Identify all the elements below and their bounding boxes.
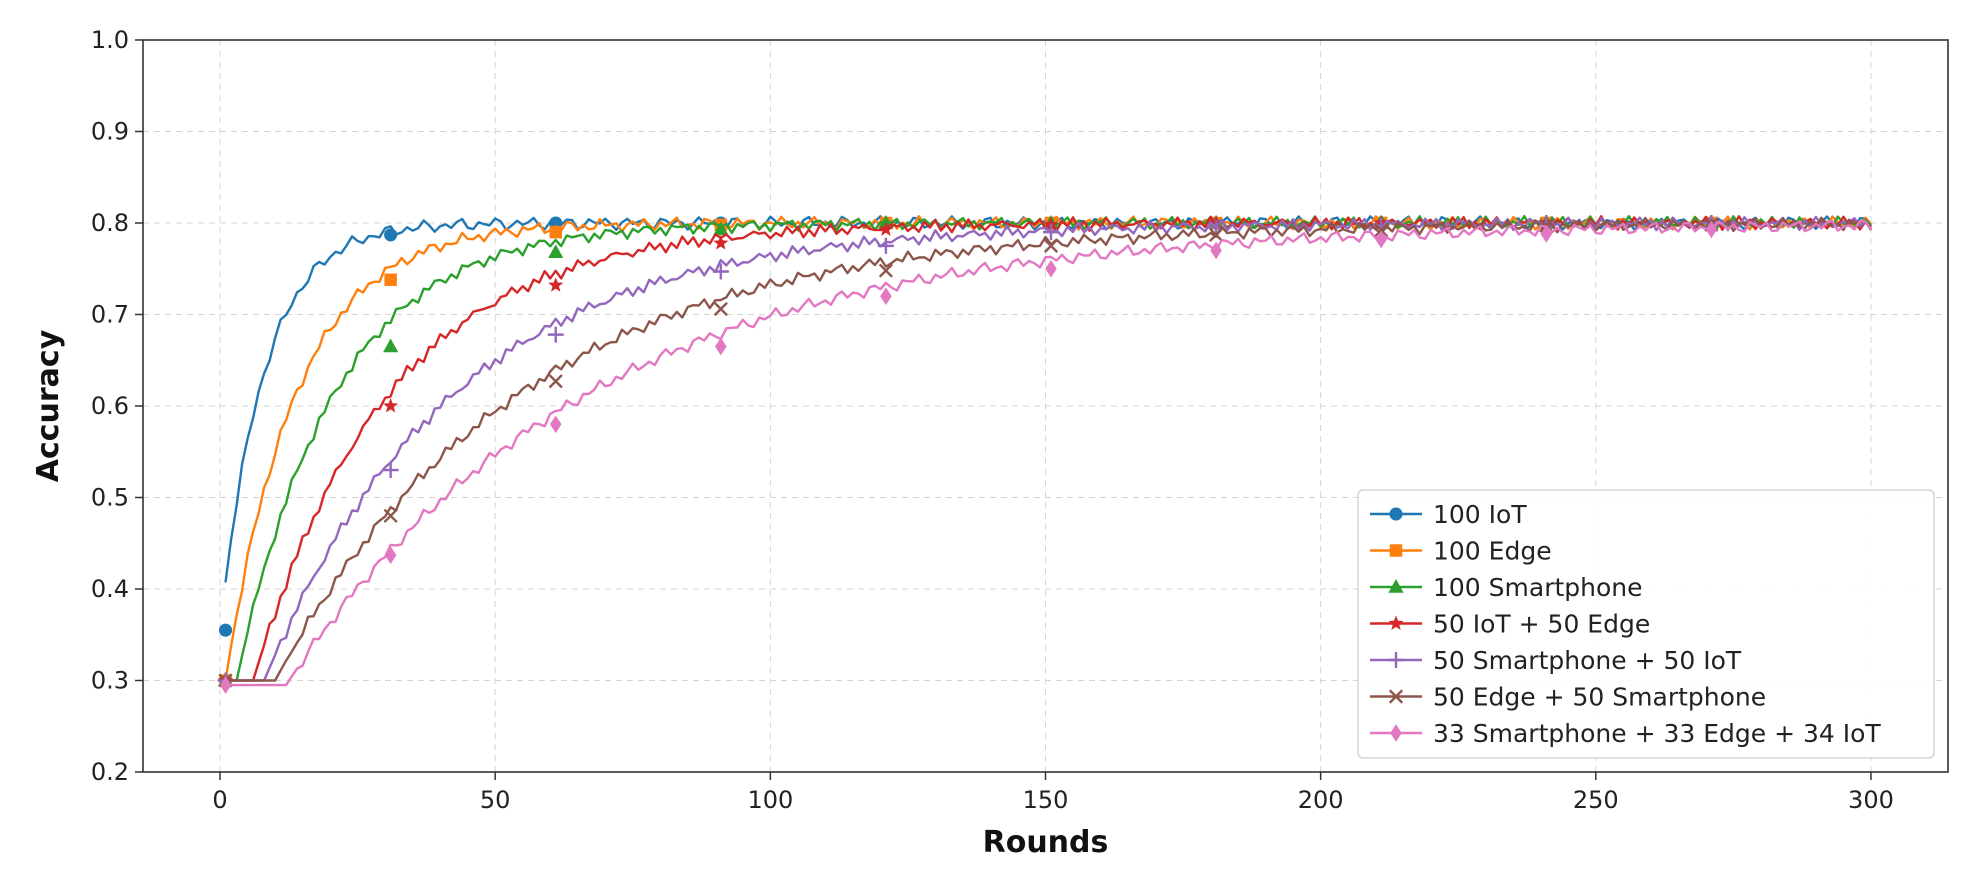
series-line-5 xyxy=(225,215,1872,682)
legend-label: 33 Smartphone + 33 Edge + 34 IoT xyxy=(1433,719,1881,748)
data-point-diamond xyxy=(219,676,232,694)
legend-item: 50 Edge + 50 Smartphone xyxy=(1370,683,1766,712)
series-7 xyxy=(219,219,1872,694)
y-axis-title: Accuracy xyxy=(31,329,66,482)
legend-item: 100 Smartphone xyxy=(1370,573,1643,602)
series-line-6 xyxy=(225,216,1873,682)
legend-label: 100 IoT xyxy=(1433,500,1527,529)
legend-marker xyxy=(1390,724,1402,742)
legend-marker xyxy=(1388,689,1404,704)
y-tick-label: 1.0 xyxy=(91,26,129,54)
data-point-triangle xyxy=(548,244,564,259)
y-tick-label: 0.6 xyxy=(91,392,129,420)
y-tick-label: 0.7 xyxy=(91,301,129,329)
data-point-diamond xyxy=(1705,220,1718,239)
x-tick-label: 200 xyxy=(1298,786,1344,814)
data-point-diamond xyxy=(384,546,397,564)
legend-item: 100 Edge xyxy=(1370,537,1552,566)
data-point-plus xyxy=(382,462,399,479)
legend-box xyxy=(1357,489,1935,759)
legend-marker xyxy=(1389,544,1403,557)
data-point-star xyxy=(878,221,894,236)
y-tick-label: 0.8 xyxy=(91,209,129,237)
data-point-diamond xyxy=(549,415,562,434)
data-point-x xyxy=(1374,223,1389,238)
legend-item: 50 Smartphone + 50 IoT xyxy=(1370,646,1742,675)
data-point-plus xyxy=(1043,224,1059,241)
data-point-diamond xyxy=(1045,259,1057,278)
data-point-plus xyxy=(547,326,564,343)
x-axis-title: Rounds xyxy=(983,825,1109,860)
legend-marker xyxy=(1388,615,1404,630)
legend-marker xyxy=(1389,507,1403,521)
data-point-x xyxy=(713,301,728,317)
x-tick-label: 250 xyxy=(1573,786,1619,814)
data-point-plus xyxy=(712,263,729,280)
data-point-diamond xyxy=(1375,230,1387,249)
legend-label: 50 Edge + 50 Smartphone xyxy=(1433,683,1766,712)
y-tick-label: 0.2 xyxy=(91,758,129,786)
x-tick-label: 100 xyxy=(747,786,793,814)
legend-label: 50 IoT + 50 Edge xyxy=(1433,610,1650,639)
data-point-square xyxy=(384,273,397,286)
y-tick-label: 0.5 xyxy=(91,484,129,512)
legend: 100 IoT 100 Edge 100 Smartphone 50 IoT + 50… xyxy=(1357,489,1935,759)
y-tick-label: 0.4 xyxy=(91,575,129,603)
legend-label: 50 Smartphone + 50 IoT xyxy=(1433,646,1742,675)
series-line-7 xyxy=(225,219,1872,687)
data-point-x xyxy=(1209,227,1224,242)
legend-marker xyxy=(1388,652,1404,668)
data-point-diamond xyxy=(1540,225,1553,243)
legend-item: 33 Smartphone + 33 Edge + 34 IoT xyxy=(1370,719,1881,748)
y-tick-label: 0.3 xyxy=(91,667,129,695)
x-tick-label: 50 xyxy=(480,786,511,814)
x-tick-label: 0 xyxy=(212,786,227,814)
data-point-star xyxy=(1043,216,1059,232)
data-point-star xyxy=(713,235,729,250)
legend-label: 100 Smartphone xyxy=(1433,573,1643,602)
series-lines xyxy=(217,215,1873,694)
legend-label: 100 Edge xyxy=(1433,537,1552,566)
legend-item: 50 IoT + 50 Edge xyxy=(1370,610,1650,639)
data-point-triangle xyxy=(713,221,729,236)
axis-ticks: 0 50 100 150 200 250 300 0.2 0.3 0.4 0.5 0.6 0.7 0.8 0… xyxy=(91,26,1894,814)
data-point-diamond xyxy=(1210,241,1222,260)
data-point-square xyxy=(549,225,562,239)
data-point-circle xyxy=(384,228,398,242)
data-point-diamond xyxy=(880,287,892,305)
data-point-triangle xyxy=(383,338,399,353)
legend-item: 100 IoT xyxy=(1370,500,1527,529)
data-point-star xyxy=(383,398,399,413)
data-point-diamond xyxy=(715,337,727,356)
data-point-plus xyxy=(877,237,894,254)
data-point-x xyxy=(878,263,894,278)
data-point-star xyxy=(548,277,564,292)
x-tick-label: 300 xyxy=(1848,786,1894,814)
x-tick-label: 150 xyxy=(1023,786,1069,814)
legend-marker xyxy=(1388,579,1404,593)
data-point-circle xyxy=(218,623,233,637)
data-point-x xyxy=(383,508,398,523)
data-point-x xyxy=(548,374,563,389)
data-point-x xyxy=(1043,238,1059,253)
y-tick-label: 0.9 xyxy=(91,118,129,146)
